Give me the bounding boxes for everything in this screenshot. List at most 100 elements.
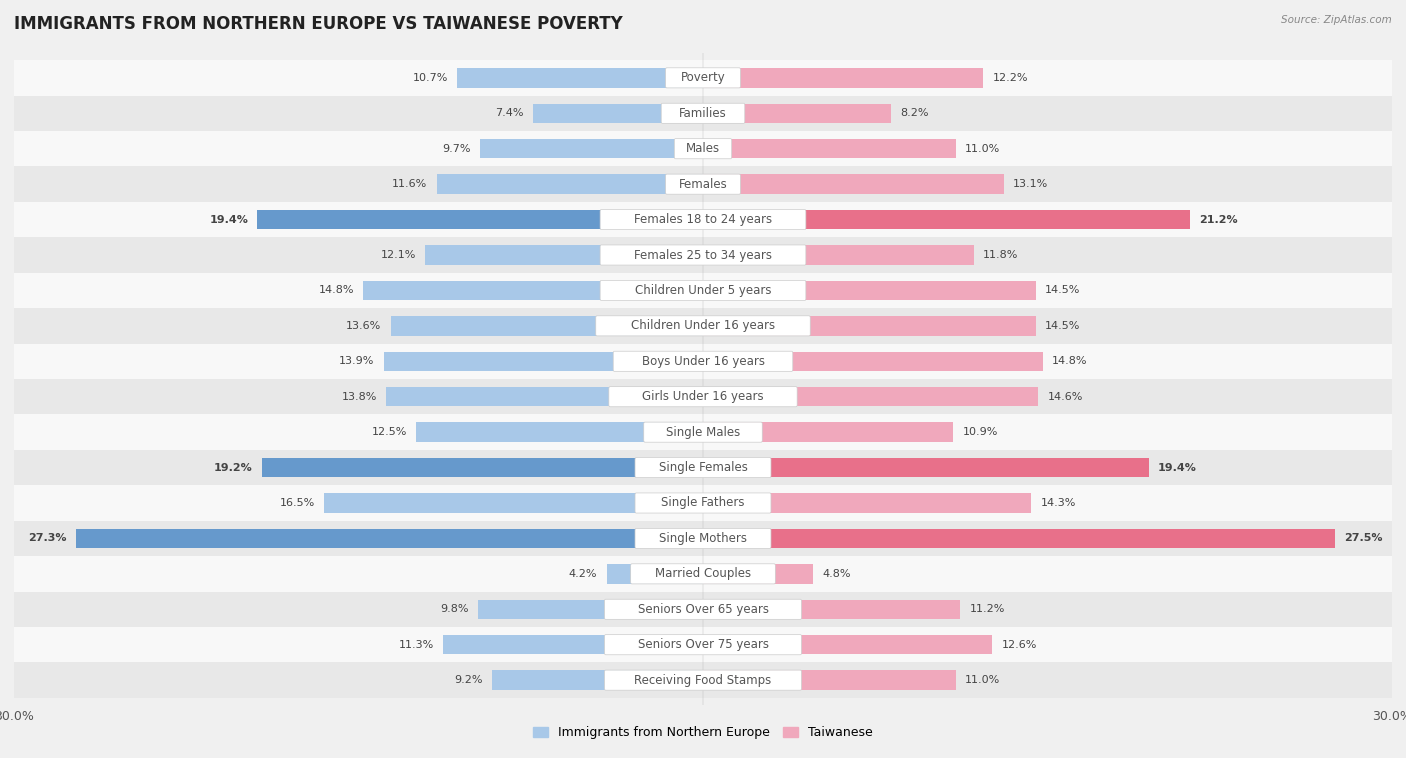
- Text: 12.5%: 12.5%: [371, 428, 406, 437]
- Bar: [457, 68, 703, 88]
- FancyBboxPatch shape: [605, 634, 801, 655]
- Text: 4.8%: 4.8%: [823, 568, 851, 579]
- FancyBboxPatch shape: [665, 174, 741, 194]
- Bar: [703, 139, 956, 158]
- Text: 27.3%: 27.3%: [28, 534, 67, 543]
- Text: 16.5%: 16.5%: [280, 498, 315, 508]
- Bar: [533, 104, 703, 123]
- Bar: [703, 387, 1038, 406]
- Bar: [363, 280, 703, 300]
- Bar: [703, 564, 813, 584]
- Text: 19.4%: 19.4%: [1157, 462, 1197, 472]
- Bar: [391, 316, 703, 336]
- Bar: [443, 635, 703, 654]
- Bar: [14, 131, 1392, 167]
- Bar: [703, 210, 1189, 230]
- Bar: [703, 280, 1036, 300]
- Bar: [703, 458, 1149, 478]
- FancyBboxPatch shape: [613, 351, 793, 371]
- Text: 14.6%: 14.6%: [1047, 392, 1083, 402]
- Text: 4.2%: 4.2%: [569, 568, 598, 579]
- FancyBboxPatch shape: [600, 280, 806, 300]
- Bar: [703, 104, 891, 123]
- Text: 12.2%: 12.2%: [993, 73, 1028, 83]
- Bar: [14, 273, 1392, 309]
- Text: Girls Under 16 years: Girls Under 16 years: [643, 390, 763, 403]
- FancyBboxPatch shape: [600, 245, 806, 265]
- Text: Females 25 to 34 years: Females 25 to 34 years: [634, 249, 772, 262]
- Bar: [703, 493, 1032, 512]
- Text: 21.2%: 21.2%: [1199, 215, 1237, 224]
- Text: Source: ZipAtlas.com: Source: ZipAtlas.com: [1281, 15, 1392, 25]
- Text: 14.8%: 14.8%: [318, 286, 354, 296]
- Text: 19.4%: 19.4%: [209, 215, 249, 224]
- Bar: [703, 246, 974, 265]
- Text: 11.3%: 11.3%: [399, 640, 434, 650]
- Bar: [703, 528, 1334, 548]
- Bar: [606, 564, 703, 584]
- Text: Females: Females: [679, 177, 727, 191]
- Text: 10.9%: 10.9%: [963, 428, 998, 437]
- Text: 7.4%: 7.4%: [495, 108, 524, 118]
- Text: 27.5%: 27.5%: [1344, 534, 1382, 543]
- Text: 9.7%: 9.7%: [443, 144, 471, 154]
- Bar: [384, 352, 703, 371]
- FancyBboxPatch shape: [596, 316, 810, 336]
- Text: Single Females: Single Females: [658, 461, 748, 474]
- Text: Single Fathers: Single Fathers: [661, 496, 745, 509]
- Bar: [14, 591, 1392, 627]
- Bar: [14, 521, 1392, 556]
- Text: 19.2%: 19.2%: [214, 462, 253, 472]
- Bar: [437, 174, 703, 194]
- Text: Seniors Over 65 years: Seniors Over 65 years: [637, 603, 769, 615]
- Text: Males: Males: [686, 143, 720, 155]
- Bar: [14, 556, 1392, 591]
- Text: IMMIGRANTS FROM NORTHERN EUROPE VS TAIWANESE POVERTY: IMMIGRANTS FROM NORTHERN EUROPE VS TAIWA…: [14, 15, 623, 33]
- Bar: [416, 422, 703, 442]
- Bar: [703, 352, 1043, 371]
- Bar: [14, 449, 1392, 485]
- Bar: [478, 600, 703, 619]
- Text: 14.3%: 14.3%: [1040, 498, 1076, 508]
- FancyBboxPatch shape: [605, 600, 801, 619]
- FancyBboxPatch shape: [631, 564, 775, 584]
- Bar: [14, 343, 1392, 379]
- Text: 11.6%: 11.6%: [392, 179, 427, 190]
- Text: Children Under 5 years: Children Under 5 years: [634, 284, 772, 297]
- Bar: [703, 68, 983, 88]
- FancyBboxPatch shape: [644, 422, 762, 442]
- FancyBboxPatch shape: [636, 528, 770, 549]
- FancyBboxPatch shape: [665, 67, 741, 88]
- Text: 11.0%: 11.0%: [965, 675, 1000, 685]
- Bar: [703, 422, 953, 442]
- Text: Single Males: Single Males: [666, 426, 740, 439]
- Text: 13.8%: 13.8%: [342, 392, 377, 402]
- Text: 8.2%: 8.2%: [900, 108, 929, 118]
- Text: 12.6%: 12.6%: [1001, 640, 1036, 650]
- Text: Boys Under 16 years: Boys Under 16 years: [641, 355, 765, 368]
- Bar: [14, 237, 1392, 273]
- FancyBboxPatch shape: [636, 493, 770, 513]
- Text: Receiving Food Stamps: Receiving Food Stamps: [634, 674, 772, 687]
- Bar: [703, 635, 993, 654]
- Text: 9.8%: 9.8%: [440, 604, 468, 614]
- Bar: [703, 600, 960, 619]
- Bar: [481, 139, 703, 158]
- Bar: [14, 309, 1392, 343]
- Bar: [703, 174, 1004, 194]
- Bar: [262, 458, 703, 478]
- Text: 13.6%: 13.6%: [346, 321, 381, 330]
- FancyBboxPatch shape: [605, 670, 801, 691]
- Text: 12.1%: 12.1%: [381, 250, 416, 260]
- FancyBboxPatch shape: [675, 139, 731, 158]
- Text: 14.8%: 14.8%: [1052, 356, 1088, 366]
- Text: Females 18 to 24 years: Females 18 to 24 years: [634, 213, 772, 226]
- Bar: [14, 202, 1392, 237]
- Text: 11.8%: 11.8%: [983, 250, 1018, 260]
- Text: 14.5%: 14.5%: [1045, 286, 1081, 296]
- Bar: [14, 96, 1392, 131]
- Text: 14.5%: 14.5%: [1045, 321, 1081, 330]
- Bar: [323, 493, 703, 512]
- FancyBboxPatch shape: [661, 103, 745, 124]
- Bar: [425, 246, 703, 265]
